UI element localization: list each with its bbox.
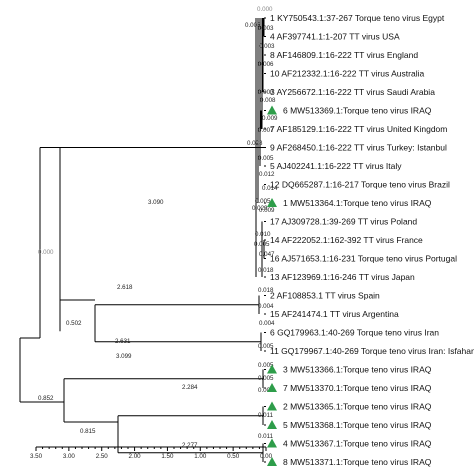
branch-length-label: 0.009 — [259, 207, 275, 214]
branch-length-label: 2.284 — [182, 384, 198, 391]
branch-length-label: 3.090 — [148, 199, 164, 206]
leaf-label: 8 MW513371.1:Torque teno virus IRAQ — [283, 457, 432, 467]
branch-length-label: 0.004 — [259, 320, 275, 327]
branch-length-label: 0.502 — [66, 320, 82, 327]
scale-axis: 3.50 3.00 2.50 2.00 1.50 1.00 0.50 0.00 — [30, 446, 273, 460]
axis-tick-label: 2.50 — [96, 453, 109, 460]
branch-length-label: 0.005 — [254, 241, 270, 248]
branch-length-label: 0.014 — [262, 185, 278, 192]
branch-length-label: 0.018 — [258, 287, 274, 294]
branch-length-label: 2.631 — [115, 338, 131, 345]
leaf-label: 2 AF108853.1 TT virus Spain — [270, 291, 380, 301]
iraq-marker-icon — [267, 364, 277, 374]
branch-length-label: 0.010 — [255, 231, 271, 238]
axis-tick-label: 0.00 — [260, 453, 273, 460]
leaf-label: 3 AY256672.1:16-222 TT virus Saudi Arabi… — [270, 87, 435, 97]
leaf-label: 2 MW513365.1:Torque teno virus IRAQ — [283, 402, 432, 412]
leaf-labels: 1 KY750543.1:37-267 Torque teno virus Eg… — [267, 13, 474, 467]
branch-length-label: 0.852 — [38, 395, 54, 402]
branch-length-label: 3.099 — [116, 353, 132, 360]
leaf-label: 17 AJ309728.1:39-269 TT virus Poland — [270, 217, 417, 227]
branch-length-label: 0.004 — [258, 303, 274, 310]
branch-length-label: 0.018 — [258, 267, 274, 274]
leaf-label: 4 MW513367.1:Torque teno virus IRAQ — [283, 439, 432, 449]
leaf-label: 8 AF146809.1:16-222 TT virus England — [270, 50, 418, 60]
branch-length-label: 2.277 — [182, 442, 198, 449]
branch-length-label: 0.003 — [245, 22, 261, 29]
branch-length-label: 0.029 — [252, 205, 268, 212]
branch-length-label: 0.005 — [258, 343, 274, 350]
axis-tick-label: 3.50 — [30, 453, 43, 460]
branch-length-label: 0.000 — [38, 249, 54, 256]
axis-tick-label: 2.00 — [129, 453, 142, 460]
leaf-label: 16 AJ571653.1:16-231 Torque teno virus P… — [270, 254, 457, 264]
iraq-marker-icon — [267, 438, 277, 448]
iraq-marker-icon — [267, 401, 277, 411]
branch-length-label: 0.005 — [258, 375, 274, 382]
axis-tick-label: 1.50 — [161, 453, 174, 460]
branch-length-label: 0.007 — [258, 127, 274, 134]
axis-tick-label: 0.50 — [227, 453, 240, 460]
branch-length-label: 0.012 — [259, 171, 275, 178]
branch-length-label: 2.618 — [117, 284, 133, 291]
leaf-label: 6 GQ179963.1:40-269 Torque teno virus Ir… — [270, 328, 439, 338]
leaf-label: 1 MW513364.1:Torque teno virus IRAQ — [283, 198, 432, 208]
branch-length-label: 0.008 — [260, 97, 276, 104]
branch-length-label: 0.006 — [258, 61, 274, 68]
leaf-label: 1 KY750543.1:37-267 Torque teno virus Eg… — [270, 13, 445, 23]
branch-length-labels: 0.0000.0030.0030.0030.0060.0000.0080.009… — [38, 6, 278, 449]
branch-length-label: 0.009 — [262, 115, 278, 122]
branch-length-label: 0.011 — [258, 412, 274, 419]
tree-branches — [19, 17, 266, 463]
leaf-label: 11 GQ179967.1:40-269 Torque teno virus I… — [270, 346, 474, 356]
axis-tick-label: 1.00 — [194, 453, 207, 460]
branch-length-label: 0.003 — [258, 25, 274, 32]
axis-tick-label: 3.00 — [63, 453, 76, 460]
leaf-label: 6 MW513369.1:Torque teno virus IRAQ — [283, 106, 432, 116]
leaf-label: 15 AF241474.1 TT virus Argentina — [270, 309, 399, 319]
iraq-marker-icon — [267, 105, 277, 115]
leaf-label: 3 MW513366.1:Torque teno virus IRAQ — [283, 365, 432, 375]
leaf-label: 9 AF268450.1:16-222 TT virus Turkey: Ist… — [270, 143, 447, 153]
branch-length-label: 0.000 — [258, 89, 274, 96]
leaf-label: 5 AJ402241.1:16-222 TT virus Italy — [270, 161, 402, 171]
iraq-marker-icon — [267, 198, 277, 207]
branch-length-label: 0.005 — [258, 362, 274, 369]
branch-length-label: 0.005 — [255, 198, 271, 205]
leaf-label: 14 AF222052.1:162-392 TT virus France — [270, 235, 423, 245]
branch-length-label: 0.028 — [247, 140, 263, 147]
branch-length-label: 0.815 — [80, 428, 96, 435]
iraq-marker-icon — [267, 420, 277, 429]
branch-length-label: 0.011 — [258, 433, 274, 440]
leaf-label: 7 AF185129.1:16-222 TT virus United King… — [270, 124, 447, 134]
leaf-label: 10 AF212332.1:16-222 TT virus Australia — [270, 69, 424, 79]
leaf-label: 12 DQ665287.1:16-217 Torque teno virus B… — [270, 180, 450, 190]
branch-length-label: 0.047 — [259, 251, 275, 258]
branch-length-label: 0.000 — [257, 6, 273, 13]
leaf-label: 7 MW513370.1:Torque teno virus IRAQ — [283, 383, 432, 393]
leaf-label: 13 AF123969.1:16-246 TT virus Japan — [270, 272, 415, 282]
branch-length-label: 0.005 — [258, 155, 274, 162]
leaf-label: 5 MW513368.1:Torque teno virus IRAQ — [283, 420, 432, 430]
leaf-label: 4 AF397741.1:1-207 TT virus USA — [270, 32, 400, 42]
branch-length-label: 0.005 — [258, 387, 274, 394]
branch-length-label: 0.003 — [259, 43, 275, 50]
iraq-marker-icon — [267, 383, 277, 392]
iraq-marker-icon — [267, 457, 277, 466]
